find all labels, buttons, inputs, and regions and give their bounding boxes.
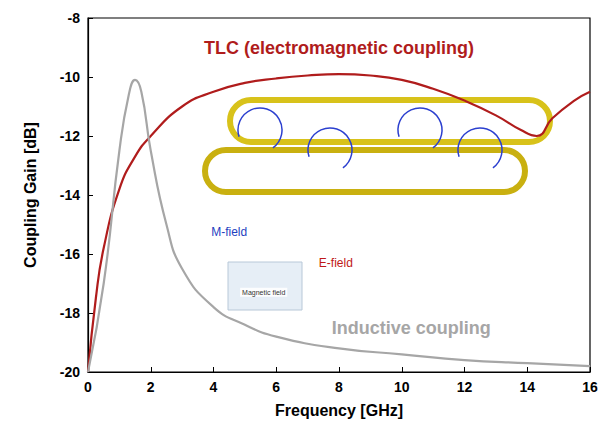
svg-text:-14: -14 [60, 187, 80, 203]
svg-text:2: 2 [147, 379, 155, 395]
svg-text:14: 14 [519, 379, 535, 395]
svg-text:10: 10 [394, 379, 410, 395]
svg-text:Magnetic field: Magnetic field [242, 289, 285, 297]
svg-text:-8: -8 [68, 10, 81, 26]
svg-text:-12: -12 [60, 128, 80, 144]
svg-text:Frequency [GHz]: Frequency [GHz] [275, 402, 403, 419]
svg-text:6: 6 [272, 379, 280, 395]
svg-text:-20: -20 [60, 364, 80, 380]
svg-text:TLC (electromagnetic coupling): TLC (electromagnetic coupling) [204, 38, 474, 58]
svg-text:4: 4 [210, 379, 218, 395]
svg-text:-10: -10 [60, 69, 80, 85]
svg-text:-18: -18 [60, 305, 80, 321]
svg-text:M-field: M-field [211, 225, 247, 239]
svg-text:0: 0 [84, 379, 92, 395]
svg-text:12: 12 [457, 379, 473, 395]
svg-text:Inductive coupling: Inductive coupling [332, 318, 491, 338]
svg-text:-16: -16 [60, 246, 80, 262]
svg-text:E-field: E-field [319, 256, 353, 270]
svg-text:8: 8 [335, 379, 343, 395]
svg-text:Coupling Gain [dB]: Coupling Gain [dB] [22, 122, 39, 268]
svg-text:16: 16 [582, 379, 598, 395]
